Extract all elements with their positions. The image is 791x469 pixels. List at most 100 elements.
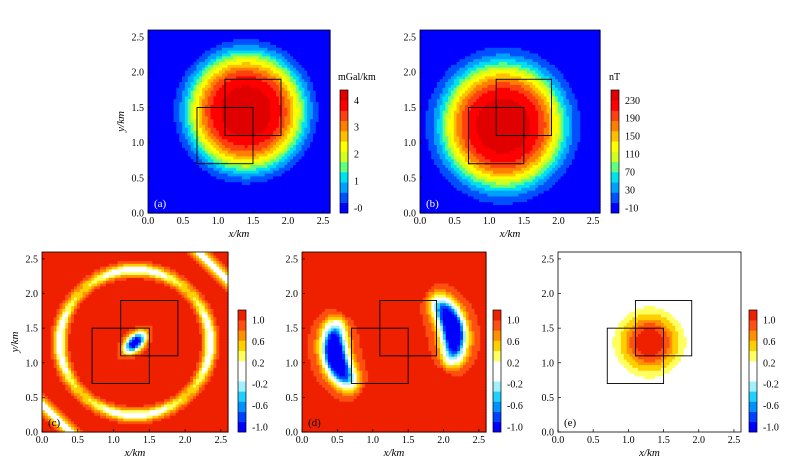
heatmap-cell xyxy=(244,164,249,168)
heatmap-cell xyxy=(227,121,232,125)
heatmap-cell xyxy=(250,184,254,188)
heatmap-cell xyxy=(230,127,234,131)
heatmap-cell xyxy=(247,175,251,180)
heatmap-cell xyxy=(159,127,163,131)
heatmap-cell xyxy=(295,164,300,168)
heatmap-cell xyxy=(258,210,263,214)
heatmap-cell xyxy=(284,172,288,177)
heatmap-cell xyxy=(312,50,317,54)
heatmap-cell xyxy=(258,187,263,191)
heatmap-cell xyxy=(420,170,424,174)
heatmap-cell xyxy=(216,161,220,165)
heatmap-cell xyxy=(165,132,169,137)
heatmap-cell xyxy=(284,47,288,51)
heatmap-cell xyxy=(221,195,226,200)
heatmap-cell xyxy=(244,155,249,160)
heatmap-cell xyxy=(170,192,175,197)
heatmap-cell xyxy=(230,70,234,74)
heatmap-cell xyxy=(264,161,269,165)
heatmap-cell xyxy=(264,192,269,197)
heatmap-cell xyxy=(239,150,243,154)
heatmap-cell xyxy=(148,78,152,83)
heatmap-cell xyxy=(187,72,192,77)
heatmap-cell xyxy=(321,121,325,125)
heatmap-cell xyxy=(278,124,283,128)
heatmap-cell xyxy=(179,190,183,194)
heatmap-cell xyxy=(301,132,305,137)
heatmap-cell xyxy=(307,141,311,145)
heatmap-cell xyxy=(221,155,226,160)
heatmap-cell xyxy=(267,161,271,165)
heatmap-cell xyxy=(196,87,200,91)
heatmap-cell xyxy=(253,141,257,145)
heatmap-cell xyxy=(253,110,257,114)
heatmap-cell xyxy=(267,132,271,137)
heatmap-cell xyxy=(148,52,152,57)
heatmap-cell xyxy=(239,72,243,77)
heatmap-cell xyxy=(241,121,246,125)
heatmap-cell xyxy=(247,118,251,123)
heatmap-cell xyxy=(307,35,311,40)
heatmap-cell xyxy=(213,192,217,197)
heatmap-cell xyxy=(156,158,160,163)
heatmap-cell xyxy=(216,207,220,211)
heatmap-cell xyxy=(233,84,237,88)
heatmap-cell xyxy=(159,175,163,180)
heatmap-cell xyxy=(224,190,229,194)
heatmap-cell xyxy=(239,121,243,125)
heatmap-cell xyxy=(190,101,195,105)
heatmap-cell xyxy=(156,75,160,80)
heatmap-cell xyxy=(176,210,180,214)
heatmap-cell xyxy=(275,121,280,125)
heatmap-cell xyxy=(284,210,288,214)
heatmap-cell xyxy=(281,50,286,54)
heatmap-cell xyxy=(216,75,220,80)
heatmap-cell xyxy=(324,90,328,94)
heatmap-cell xyxy=(307,155,311,160)
heatmap-cell xyxy=(153,35,158,40)
heatmap-cell xyxy=(270,44,274,48)
heatmap-cell xyxy=(298,75,303,80)
heatmap-cell xyxy=(264,81,269,85)
heatmap-cell xyxy=(221,58,226,63)
heatmap-cell xyxy=(278,47,283,51)
heatmap-cell xyxy=(233,144,237,148)
heatmap-cell xyxy=(176,172,180,177)
heatmap-cell xyxy=(307,98,311,103)
heatmap-cell xyxy=(207,172,212,177)
heatmap-cell xyxy=(312,198,317,203)
heatmap-cell xyxy=(153,70,158,74)
heatmap-cell xyxy=(173,141,178,145)
heatmap-cell xyxy=(207,75,212,80)
heatmap-cell xyxy=(301,135,305,140)
heatmap-cell xyxy=(204,95,209,100)
heatmap-cell xyxy=(236,52,240,57)
heatmap-cell xyxy=(170,141,175,145)
heatmap-cell xyxy=(247,207,251,211)
heatmap-cell xyxy=(224,198,229,203)
heatmap-cell xyxy=(227,210,232,214)
heatmap-cell xyxy=(324,115,328,120)
heatmap-cell xyxy=(193,30,197,34)
heatmap-cell xyxy=(273,98,277,103)
heatmap-cell xyxy=(179,192,183,197)
heatmap-cell xyxy=(148,98,152,103)
heatmap-cell xyxy=(230,158,234,163)
heatmap-cell xyxy=(204,81,209,85)
heatmap-cell xyxy=(420,181,424,186)
heatmap-cell xyxy=(298,210,303,214)
heatmap-cell xyxy=(253,150,257,154)
heatmap-cell xyxy=(156,138,160,143)
heatmap-cell xyxy=(284,84,288,88)
heatmap-cell xyxy=(202,155,206,160)
y-tick-label: 0.5 xyxy=(132,173,145,184)
heatmap-cell xyxy=(207,155,212,160)
heatmap-cell xyxy=(187,44,192,48)
heatmap-cell xyxy=(224,35,229,40)
heatmap-cell xyxy=(241,210,246,214)
heatmap-cell xyxy=(250,201,254,206)
heatmap-cell xyxy=(278,115,283,120)
heatmap-cell xyxy=(250,141,254,145)
heatmap-cell xyxy=(187,158,192,163)
heatmap-cell xyxy=(173,181,178,186)
